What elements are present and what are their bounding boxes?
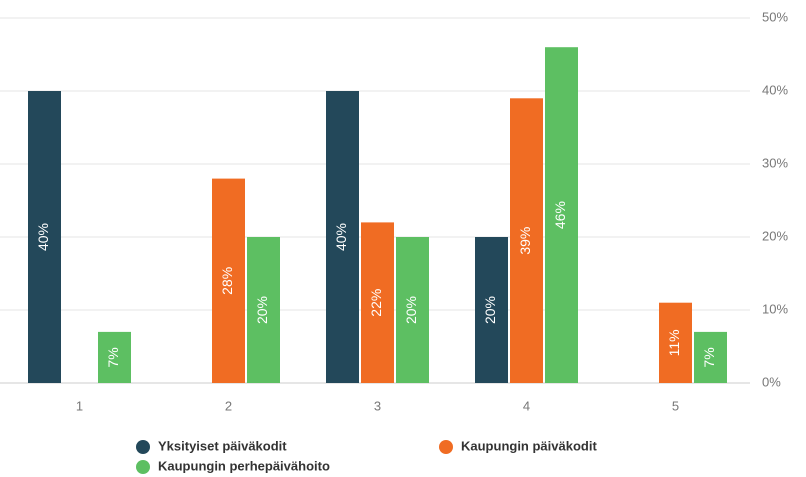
legend-label: Kaupungin perhepäivähoito (158, 458, 330, 473)
x-tick-label: 4 (523, 398, 530, 413)
bar (659, 302, 692, 383)
data-label: 46% (552, 201, 568, 229)
data-label: 40% (35, 223, 51, 251)
legend-marker (136, 440, 150, 454)
x-tick-label: 1 (76, 398, 83, 413)
y-tick-label: 20% (762, 228, 788, 243)
bar (212, 178, 245, 383)
y-tick-label: 30% (762, 155, 788, 170)
bar (475, 237, 508, 383)
bar (28, 91, 61, 383)
bar (396, 237, 429, 383)
bar (694, 331, 727, 383)
bar (326, 91, 359, 383)
data-label: 39% (517, 227, 533, 255)
x-tick-label: 2 (225, 398, 232, 413)
y-tick-label: 40% (762, 82, 788, 97)
data-label: 7% (105, 347, 121, 367)
data-label: 7% (701, 347, 717, 367)
data-label: 28% (219, 267, 235, 295)
legend-marker (136, 460, 150, 474)
data-label: 11% (666, 329, 682, 356)
data-label: 20% (403, 296, 419, 324)
data-label: 20% (254, 296, 270, 324)
x-tick-label: 5 (672, 398, 679, 413)
bar (545, 47, 578, 383)
data-label: 22% (368, 289, 384, 317)
data-label: 40% (333, 223, 349, 251)
bar (98, 331, 131, 383)
bar (361, 222, 394, 383)
data-label: 20% (482, 296, 498, 324)
x-tick-label: 3 (374, 398, 381, 413)
bar (510, 98, 543, 384)
legend-label: Kaupungin päiväkodit (461, 438, 597, 453)
bar (247, 237, 280, 383)
y-tick-label: 0% (762, 374, 781, 389)
y-tick-label: 10% (762, 301, 788, 316)
legend-label: Yksityiset päiväkodit (158, 438, 287, 453)
y-tick-label: 50% (762, 9, 788, 24)
legend-marker (439, 440, 453, 454)
